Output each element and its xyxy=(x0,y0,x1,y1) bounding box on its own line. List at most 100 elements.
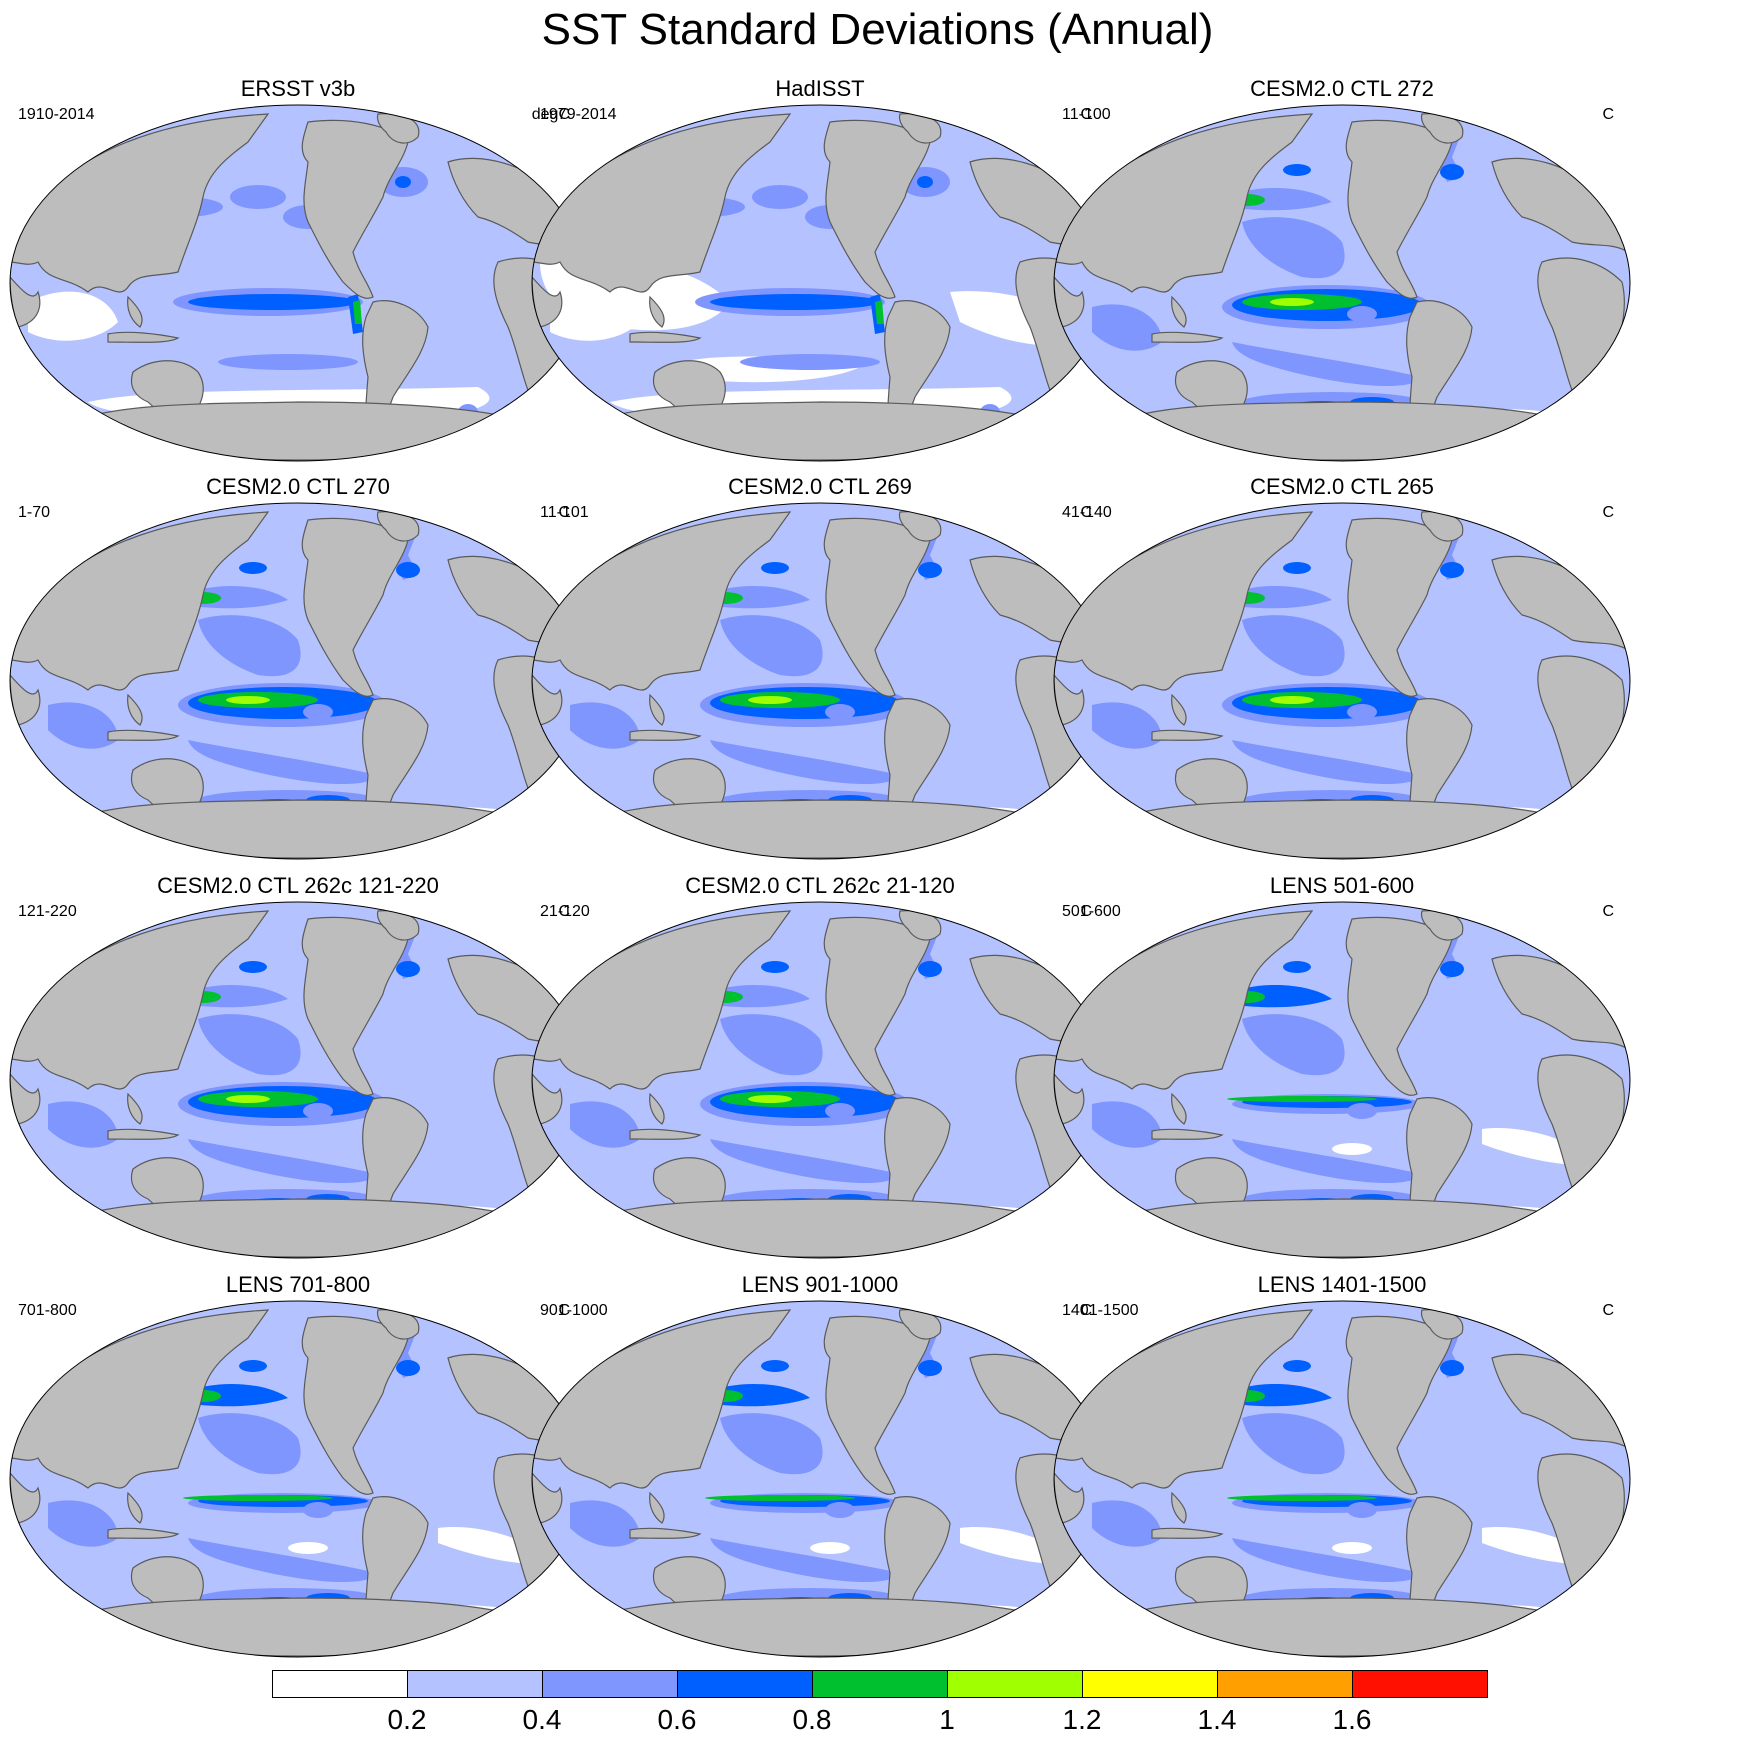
land-seAsia xyxy=(649,693,665,726)
land-africaLeft xyxy=(10,1532,21,1601)
land-africaLeft xyxy=(1054,1532,1065,1601)
map-panel: CESM2.0 CTL 262c 121-220 121-220 C xyxy=(8,873,588,1273)
land-mask xyxy=(1054,910,1629,1258)
panel-title: ERSST v3b xyxy=(240,76,356,101)
panel-period: 1910-2014 xyxy=(18,106,95,123)
land-indonesia xyxy=(629,1128,702,1140)
land-mask xyxy=(532,113,1107,461)
land-indonesia xyxy=(107,1527,180,1539)
panel-units: C xyxy=(1602,1302,1614,1319)
panel-units: C xyxy=(1602,106,1614,123)
colorbar xyxy=(272,1670,1488,1700)
land-africaLeft xyxy=(532,1532,543,1601)
panel-title: LENS 901-1000 xyxy=(741,1272,899,1297)
panel-units: C xyxy=(1602,504,1614,521)
colorbar-swatch xyxy=(272,1670,408,1698)
main-title: SST Standard Deviations (Annual) xyxy=(541,5,1214,54)
land-indonesia xyxy=(1151,1128,1224,1140)
panel-period: 1979-2014 xyxy=(540,106,617,123)
panel-period: 121-220 xyxy=(18,903,77,920)
world-map xyxy=(1053,104,1631,462)
land-seAsia xyxy=(649,1092,665,1125)
panel-units: C xyxy=(1080,1302,1092,1319)
land-mask xyxy=(1054,113,1629,461)
land-eurasia xyxy=(10,511,270,691)
colorbar-swatch xyxy=(947,1670,1083,1698)
land-eurasia xyxy=(10,113,270,293)
world-map xyxy=(9,502,587,860)
world-map xyxy=(9,1300,587,1658)
land-eurasia xyxy=(532,910,792,1090)
panel-period: 21-120 xyxy=(540,903,590,920)
map-panel: LENS 901-1000 901-1000 C xyxy=(530,1272,1110,1672)
land-indonesia xyxy=(1151,331,1224,343)
map-outline xyxy=(1053,1300,1631,1658)
panel-title: HadISST xyxy=(775,76,865,101)
land-seAsia xyxy=(127,295,143,328)
land-seAsia xyxy=(1171,693,1187,726)
land-africaLeft xyxy=(532,1133,543,1202)
world-map xyxy=(531,104,1109,462)
panel-units: C xyxy=(558,1302,570,1319)
land-indonesia xyxy=(107,1128,180,1140)
land-indonesia xyxy=(629,1527,702,1539)
colorbar-swatch xyxy=(542,1670,678,1698)
panel-title: CESM2.0 CTL 265 xyxy=(1250,474,1434,499)
map-panel: CESM2.0 CTL 265 41-140 C xyxy=(1052,474,1632,874)
panel-period: 11-101 xyxy=(540,504,589,521)
colorbar-swatch xyxy=(407,1670,543,1698)
panel-title: LENS 501-600 xyxy=(1269,873,1415,898)
land-indonesia xyxy=(629,729,702,741)
world-map xyxy=(531,502,1109,860)
colorbar-tick-label: 0.2 xyxy=(387,1704,427,1735)
map-panel: HadISST 1979-2014 C xyxy=(530,76,1110,476)
land-africaLeft xyxy=(532,734,543,803)
panel-title: CESM2.0 CTL 272 xyxy=(1250,76,1434,101)
colorbar-tick-label: 1.4 xyxy=(1197,1704,1237,1735)
land-eurasia xyxy=(1054,113,1314,293)
land-indonesia xyxy=(1151,1527,1224,1539)
map-panel: ERSST v3b 1910-2014 degC xyxy=(8,76,588,476)
land-eurasia xyxy=(1054,910,1314,1090)
panel-units: degC xyxy=(531,106,570,123)
colorbar-tick-label: 1 xyxy=(939,1704,955,1735)
land-africaLeft xyxy=(1054,734,1065,803)
land-eurasia xyxy=(10,910,270,1090)
colorbar-tick-label: 1.6 xyxy=(1332,1704,1372,1735)
panel-title: CESM2.0 CTL 270 xyxy=(206,474,390,499)
colorbar-swatch xyxy=(1217,1670,1353,1698)
map-panel: CESM2.0 CTL 270 1-70 C xyxy=(8,474,588,874)
land-seAsia xyxy=(127,1491,143,1524)
panel-units: C xyxy=(1080,903,1092,920)
world-map xyxy=(1053,901,1631,1259)
land-eurasia xyxy=(10,1309,270,1489)
panel-units: C xyxy=(558,504,570,521)
panel-units: C xyxy=(1080,106,1092,123)
world-map xyxy=(1053,1300,1631,1658)
panel-period: 1-70 xyxy=(18,504,51,521)
land-seAsia xyxy=(649,295,665,328)
panel-period: 701-800 xyxy=(18,1302,77,1319)
land-indonesia xyxy=(107,729,180,741)
land-mask xyxy=(10,910,585,1258)
land-seAsia xyxy=(1171,1491,1187,1524)
world-map xyxy=(1053,502,1631,860)
panel-title: CESM2.0 CTL 262c 21-120 xyxy=(685,873,955,898)
land-eurasia xyxy=(532,1309,792,1489)
land-eurasia xyxy=(1054,1309,1314,1489)
land-mask xyxy=(10,1309,585,1657)
land-seAsia xyxy=(127,693,143,726)
colorbar-tick-label: 1.2 xyxy=(1062,1704,1102,1735)
land-mask xyxy=(10,113,585,461)
world-map xyxy=(9,901,587,1259)
world-map xyxy=(531,901,1109,1259)
colorbar-swatch xyxy=(812,1670,948,1698)
land-mask xyxy=(1054,1309,1629,1657)
land-seAsia xyxy=(1171,1092,1187,1125)
panel-title: CESM2.0 CTL 269 xyxy=(728,474,912,499)
map-panel: LENS 1401-1500 1401-1500 C xyxy=(1052,1272,1632,1672)
panel-units: C xyxy=(1602,903,1614,920)
panel-period: 1401-1500 xyxy=(1062,1302,1139,1319)
map-panel: LENS 701-800 701-800 C xyxy=(8,1272,588,1672)
panel-period: 901-1000 xyxy=(540,1302,608,1319)
